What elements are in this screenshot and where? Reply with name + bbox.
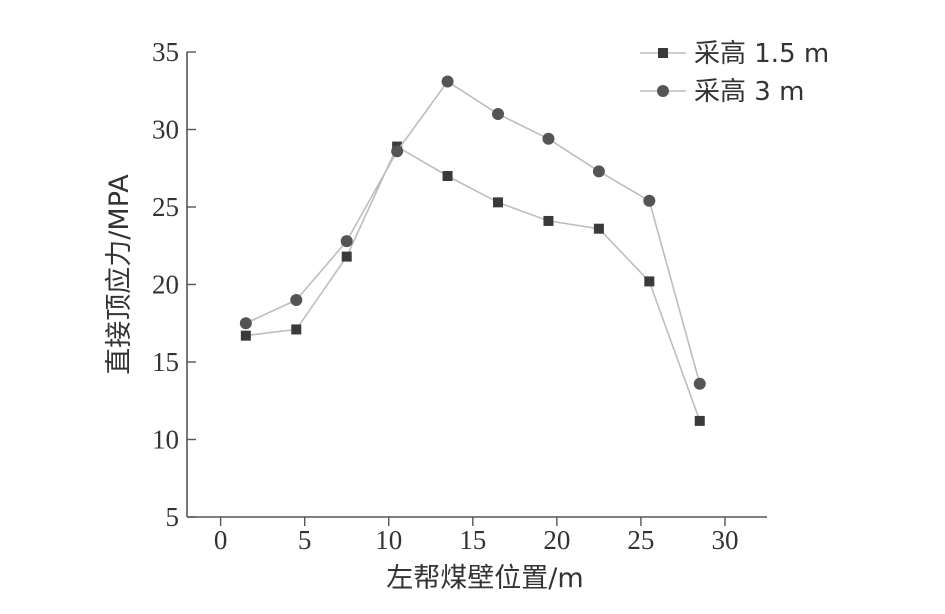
series-2 [239,75,706,390]
data-point-square [543,215,554,226]
data-point-square [341,251,352,262]
y-tick-label: 20 [152,270,179,300]
data-point-circle [592,165,605,178]
data-point-square [694,415,705,426]
data-point-circle [391,145,404,158]
data-point-circle [492,108,505,120]
legend-marker-circle [657,85,669,97]
data-point-circle [542,132,555,145]
data-point-square [493,197,504,208]
data-point-circle [290,294,303,306]
data-point-square [593,223,604,234]
data-point-square [240,330,251,341]
data-point-square [442,171,453,181]
x-tick-label: 0 [214,525,228,555]
y-axis-ticks: 5 10 15 20 25 30 35 [152,37,196,532]
data-point-square [644,276,655,287]
x-tick-label: 10 [375,525,402,555]
y-tick-label: 30 [152,115,179,145]
data-point-square [291,324,302,335]
data-point-circle [643,194,656,207]
x-tick-label: 25 [627,525,654,555]
y-tick-label: 15 [152,347,179,377]
series-line [245,145,701,422]
legend: 采高 1.5 m 采高 3 m [640,39,829,107]
series-line [245,80,701,384]
legend-label: 采高 3 m [694,77,804,107]
y-axis-title: 直接顶应力/MPA [104,174,135,375]
legend-marker-square [658,48,668,58]
x-tick-label: 30 [711,525,738,555]
legend-item-2: 采高 3 m [640,77,804,107]
y-tick-label: 5 [166,502,180,532]
data-point-circle [693,377,706,390]
x-tick-label: 15 [459,525,486,555]
data-point-circle [340,235,353,248]
x-axis-ticks: 0 5 10 15 20 25 30 [214,517,738,555]
x-tick-label: 20 [543,525,570,555]
y-tick-label: 10 [152,425,179,455]
y-tick-label: 35 [152,37,179,67]
data-point-circle [239,317,252,330]
x-axis-title: 左帮煤壁位置/m [386,563,583,594]
y-tick-label: 25 [152,192,179,222]
legend-item-1: 采高 1.5 m [640,39,829,69]
x-tick-label: 5 [298,525,312,555]
series-layer [239,75,706,426]
plot-frame [186,52,767,518]
data-point-circle [441,75,454,88]
legend-label: 采高 1.5 m [694,39,829,69]
